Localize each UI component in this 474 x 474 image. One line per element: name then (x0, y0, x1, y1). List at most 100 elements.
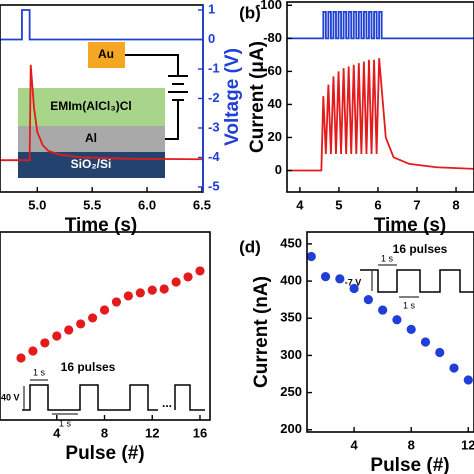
panel-label: (d) (239, 237, 261, 256)
data-point (363, 295, 373, 305)
al-layer (18, 126, 165, 152)
data-point (435, 347, 445, 358)
layer-label: EMIm(AlCl₃)Cl (50, 99, 132, 113)
y-tick-label: -100 (256, 0, 282, 12)
data-point (16, 353, 26, 363)
x-tick-label: 4 (296, 197, 304, 212)
x-tick-label: 4 (53, 425, 61, 440)
pulse-train (360, 269, 474, 293)
x-tick-label: 7 (413, 197, 420, 212)
plot (0, 9, 203, 162)
data-point (64, 325, 74, 335)
inset-title: 16 pulses (393, 242, 448, 256)
wire (125, 54, 179, 76)
data-point (135, 288, 145, 298)
y-axis-title: Current (nA) (251, 276, 272, 388)
layer-label: SiO₂/Si (71, 157, 112, 171)
x-tick-label: 6 (374, 197, 381, 212)
pulse-train (174, 384, 205, 411)
au-layer (88, 42, 125, 68)
wire (165, 100, 179, 140)
pulse-inset: 16 pulses ... 40 V 1 s 1 s (1, 360, 205, 428)
layer-label: Au (98, 47, 114, 61)
x-tick-label: 12 (461, 437, 474, 452)
x-axis-title: Time (s) (374, 215, 447, 236)
data-point (449, 363, 459, 373)
layer-label: Al (85, 131, 97, 145)
data-point (147, 285, 157, 295)
y2-tick-label: 0 (208, 31, 215, 46)
x-tick-label: 16 (193, 425, 207, 440)
data-point (307, 251, 316, 262)
x-axis-title: Pulse (#) (370, 455, 449, 474)
data-point (52, 331, 62, 341)
y2-tick-label: 1 (208, 1, 215, 16)
plot-frame (0, 231, 211, 421)
data-point (171, 277, 181, 287)
x-tick-label: 8 (408, 437, 415, 452)
substrate-layer (18, 152, 165, 178)
y-tick-label: 350 (280, 310, 302, 325)
data-point (76, 319, 86, 329)
data-point (349, 283, 359, 294)
data-point (99, 305, 110, 315)
ellipsis: ... (162, 396, 172, 410)
electrolyte-layer (18, 88, 165, 126)
data-point (392, 315, 402, 325)
y-axis-title: Current (μA) (247, 41, 268, 153)
y2-axis-title: Voltage (V) (222, 48, 243, 146)
data-point (195, 266, 205, 276)
x-tick-label: 4 (350, 437, 358, 452)
y-tick-label: 200 (280, 421, 302, 436)
x-tick-label: 5 (335, 197, 342, 212)
plot (307, 251, 473, 385)
y-tick-label: 250 (280, 384, 302, 399)
y2-tick-label: -2 (208, 90, 220, 105)
data-point (335, 274, 345, 284)
amplitude-label: -7 V (345, 277, 362, 287)
plot-frame (286, 1, 474, 193)
data-point (111, 297, 122, 307)
plot (287, 11, 474, 172)
data-point (463, 375, 473, 385)
data-point (159, 284, 169, 294)
y-tick-label: -80 (263, 30, 282, 45)
data-point (28, 346, 38, 356)
interval-label: 1 s (59, 418, 72, 428)
y-tick-label: 40 (268, 96, 282, 111)
width-label: 1 s (33, 367, 46, 377)
y-tick-label: 400 (280, 273, 302, 288)
interval-label: 1 s (403, 300, 416, 310)
amplitude-label: 40 V (1, 392, 20, 402)
data-point (87, 313, 98, 323)
width-label: 1 s (381, 253, 394, 263)
x-tick-label: 8 (101, 425, 108, 440)
plot (16, 266, 205, 363)
x-tick-label: 8 (452, 197, 459, 212)
inset-title: 16 pulses (61, 360, 116, 374)
data-point (183, 272, 193, 282)
data-line (287, 58, 474, 172)
y-tick-label: 60 (268, 63, 282, 78)
x-tick-label: 6.5 (193, 197, 211, 212)
y-tick-label: 20 (268, 129, 282, 144)
data-point (320, 272, 331, 282)
data-point (406, 324, 416, 334)
x-axis-title: Time (s) (65, 215, 138, 236)
y2-tick-label: -5 (208, 178, 220, 193)
pulse-inset: 16 pulses -7 V 1 s 1 s (345, 242, 474, 310)
data-point (40, 338, 50, 348)
data-line (0, 64, 203, 162)
x-axis-title: Pulse (#) (65, 443, 144, 464)
y2-tick-label: -4 (208, 149, 220, 164)
data-line (287, 11, 474, 40)
data-point (420, 337, 431, 347)
data-line (0, 9, 203, 41)
pulse-train (22, 384, 158, 411)
y2-tick-label: -3 (208, 119, 220, 134)
x-tick-label: 12 (145, 425, 159, 440)
device-schematic: Au EMIm(AlCl₃)Cl Al SiO₂/Si (18, 42, 188, 178)
plot-frame (306, 231, 474, 433)
x-tick-label: 5.5 (83, 197, 101, 212)
